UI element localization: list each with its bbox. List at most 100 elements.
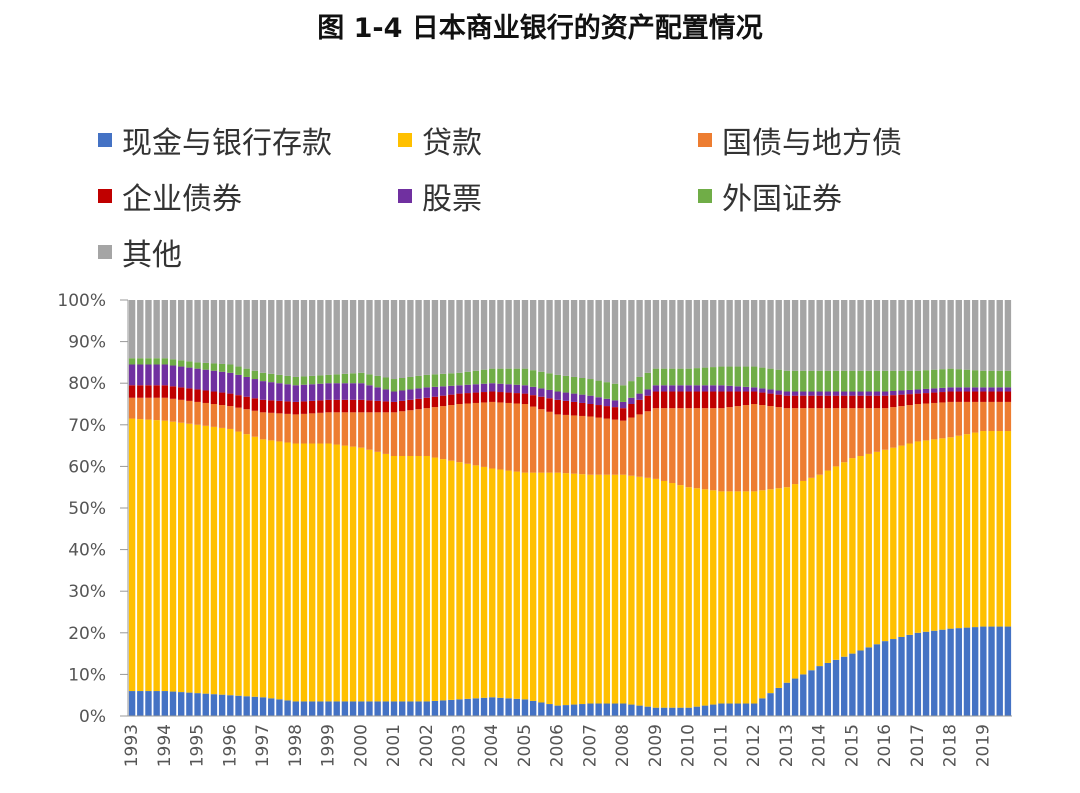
bar-segment: [570, 300, 578, 377]
bar-segment: [178, 399, 185, 423]
legend-swatch: [398, 133, 412, 147]
bar-segment: [849, 370, 856, 392]
bar-segment: [750, 404, 758, 492]
bar-segment: [980, 431, 987, 627]
bar-segment: [308, 400, 316, 414]
bar-segment: [890, 447, 897, 640]
bar-segment: [178, 300, 185, 361]
bar-segment: [939, 300, 946, 370]
bar-segment: [268, 440, 275, 699]
x-tick-label: 2007: [580, 724, 600, 767]
bar-segment: [562, 300, 570, 376]
bar-segment: [857, 650, 864, 716]
bar-segment: [366, 374, 373, 386]
bar-segment: [800, 300, 807, 371]
bar-segment: [538, 396, 545, 410]
bar-segment: [358, 300, 365, 373]
bar-segment: [145, 397, 152, 420]
bar-segment: [832, 408, 840, 467]
bar-segment: [292, 443, 299, 702]
bar-segment: [366, 385, 373, 401]
bar-segment: [317, 412, 324, 444]
bar-segment: [268, 400, 275, 413]
bar-segment: [317, 443, 324, 702]
y-tick-label: 0%: [79, 707, 106, 727]
bar-segment: [898, 406, 905, 446]
bar-segment: [890, 370, 897, 391]
bar-segment: [415, 300, 422, 376]
bar-segment: [145, 300, 152, 359]
bar-segment: [169, 691, 177, 716]
bar-segment: [832, 395, 840, 409]
bar-segment: [775, 394, 782, 408]
bar-segment: [693, 391, 701, 409]
bar-segment: [873, 451, 881, 645]
bar-segment: [431, 457, 439, 701]
bar-segment: [742, 300, 750, 367]
bar-segment: [137, 419, 144, 692]
bar-segment: [685, 487, 692, 708]
bar-segment: [857, 395, 864, 409]
bar-segment: [775, 407, 782, 489]
bar-segment: [791, 391, 799, 396]
bar-segment: [808, 370, 815, 392]
bar-segment: [325, 399, 332, 413]
bar-segment: [169, 300, 177, 360]
bar-segment: [570, 415, 578, 474]
bar-segment: [235, 395, 242, 408]
bar-segment: [194, 300, 201, 363]
bar-segment: [218, 392, 226, 406]
bar-segment: [603, 382, 611, 399]
bar-segment: [390, 379, 398, 392]
bar-segment: [276, 400, 283, 414]
bar-segment: [644, 411, 651, 478]
bar-segment: [914, 300, 922, 371]
bar-segment: [1004, 626, 1012, 716]
bar-segment: [276, 383, 283, 401]
bar-segment: [677, 385, 684, 392]
bar-segment: [456, 462, 463, 700]
bar-segment: [922, 440, 930, 632]
x-tick-label: 1999: [319, 724, 339, 767]
bar-segment: [276, 413, 283, 442]
bar-segment: [873, 395, 881, 409]
bar-segment: [137, 358, 144, 365]
bar-segment: [308, 413, 316, 444]
bar-segment: [947, 300, 954, 369]
bar-segment: [620, 385, 627, 402]
bar-segment: [759, 698, 766, 716]
bar-segment: [750, 491, 758, 704]
bar-segment: [480, 383, 488, 393]
bar-segment: [505, 392, 512, 403]
bar-segment: [251, 370, 259, 380]
bar-segment: [251, 300, 259, 371]
bar-segment: [480, 697, 488, 716]
bar-segment: [914, 389, 922, 394]
bar-segment: [202, 300, 209, 363]
legend-item: 股票: [398, 174, 482, 218]
bar-segment: [800, 408, 807, 481]
bar-segment: [767, 489, 774, 694]
bar-segment: [791, 395, 799, 409]
bar-segment: [849, 408, 856, 459]
bar-segment: [620, 408, 627, 421]
bar-segment: [186, 400, 193, 424]
bar-segment: [341, 445, 349, 702]
bar-segment: [128, 691, 136, 716]
bar-segment: [734, 300, 741, 367]
bar-segment: [988, 391, 995, 402]
bar-segment: [529, 370, 537, 387]
x-tick-label: 2011: [711, 724, 731, 767]
bar-segment: [145, 358, 152, 365]
bar-segment: [366, 400, 373, 413]
legend-item: 企业债券: [98, 174, 242, 218]
bar-segment: [816, 408, 823, 475]
y-tick-label: 90%: [68, 333, 106, 353]
bar-segment: [914, 441, 922, 633]
bar-segment: [824, 470, 832, 663]
bar-segment: [529, 700, 537, 716]
bar-segment: [742, 703, 750, 716]
bar-segment: [726, 703, 733, 716]
bar-segment: [317, 400, 324, 413]
bar-segment: [865, 647, 872, 716]
